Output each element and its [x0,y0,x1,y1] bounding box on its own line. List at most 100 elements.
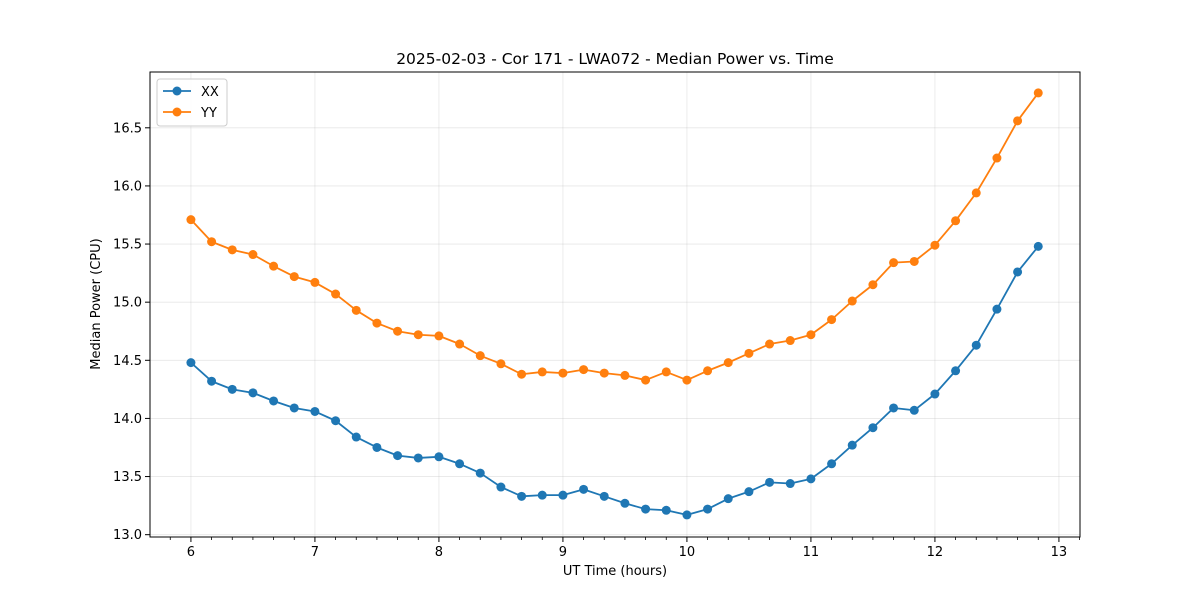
x-axis-label: UT Time (hours) [563,564,667,579]
data-point-xx [930,389,940,399]
grid [150,72,1080,537]
data-point-yy [806,330,816,340]
data-point-xx [599,491,609,501]
legend-marker-yy [172,107,182,117]
data-point-xx [372,442,382,452]
data-point-xx [393,451,403,461]
x-tick-label: 7 [311,545,319,560]
data-point-xx [744,487,754,497]
data-point-yy [682,375,692,385]
legend: XX YY [156,78,228,127]
data-point-yy [269,261,279,271]
data-point-xx [537,490,547,500]
data-point-xx [620,498,630,508]
data-point-xx [682,510,692,520]
data-point-yy [517,369,527,379]
data-point-yy [827,315,837,325]
data-point-yy [909,256,919,266]
data-point-xx [269,396,279,406]
series-line-yy [190,92,1039,381]
data-point-xx [434,452,444,462]
series-layer [186,88,1043,520]
data-point-yy [620,370,630,380]
data-point-xx [413,453,423,463]
data-point-xx [517,491,527,501]
data-point-yy [1033,88,1043,98]
x-tick-label: 11 [803,545,820,560]
data-point-xx [765,477,775,487]
data-point-xx [661,505,671,515]
data-point-yy [351,305,361,315]
data-point-yy [413,330,423,340]
data-point-xx [723,494,733,504]
data-point-yy [475,351,485,361]
data-point-xx [351,432,361,442]
chart-title: 2025-02-03 - Cor 171 - LWA072 - Median P… [396,50,834,68]
x-tick-label: 8 [435,545,443,560]
data-point-xx [1013,267,1023,277]
data-point-yy [310,277,320,287]
data-point-xx [289,403,299,413]
data-point-yy [579,365,589,375]
data-point-xx [806,474,816,484]
data-point-xx [889,403,899,413]
data-point-yy [847,296,857,306]
y-tick-label: 14.0 [113,412,142,427]
y-tick-label: 16.5 [113,121,142,136]
plot-frame [149,71,1081,538]
data-point-yy [599,368,609,378]
legend-label-yy: YY [200,106,217,121]
data-point-yy [703,366,713,376]
data-point-xx [971,340,981,350]
y-tick-label: 14.5 [113,354,142,369]
data-point-yy [496,359,506,369]
data-point-yy [744,348,754,358]
y-tick-label: 13.5 [113,470,142,485]
data-point-yy [207,237,217,247]
x-tick-label: 10 [679,545,696,560]
data-point-xx [1033,241,1043,251]
legend-marker-xx [172,86,182,96]
data-point-yy [186,215,196,225]
data-point-xx [558,490,568,500]
data-point-yy [393,326,403,336]
data-point-yy [372,318,382,328]
data-point-yy [1013,116,1023,126]
data-point-yy [227,245,237,255]
data-point-yy [951,216,961,226]
data-point-xx [992,304,1002,314]
data-point-xx [248,388,258,398]
data-point-xx [951,366,961,376]
data-point-yy [992,153,1002,163]
data-point-xx [207,376,217,386]
data-point-yy [641,375,651,385]
y-tick-label: 15.0 [113,296,142,311]
x-tick-label: 13 [1051,545,1068,560]
data-point-xx [331,416,341,426]
series-line-xx [190,245,1039,516]
data-point-xx [496,482,506,492]
data-point-xx [227,384,237,394]
data-point-xx [703,504,713,514]
data-point-xx [868,423,878,433]
data-point-yy [930,240,940,250]
data-point-yy [289,272,299,282]
data-point-yy [971,188,981,198]
data-point-yy [537,367,547,377]
legend-label-xx: XX [201,85,219,100]
data-point-yy [558,368,568,378]
data-point-xx [579,484,589,494]
data-point-yy [434,331,444,341]
y-axis-label: Median Power (CPU) [89,238,104,369]
x-tick-label: 6 [187,545,195,560]
data-point-xx [310,406,320,416]
data-point-xx [641,504,651,514]
data-point-yy [723,358,733,368]
y-tick-label: 16.0 [113,179,142,194]
y-tick-label: 15.5 [113,238,142,253]
y-tick-label: 13.0 [113,528,142,543]
x-tick-label: 9 [559,545,567,560]
data-point-yy [661,367,671,377]
x-tick-label: 12 [927,545,944,560]
